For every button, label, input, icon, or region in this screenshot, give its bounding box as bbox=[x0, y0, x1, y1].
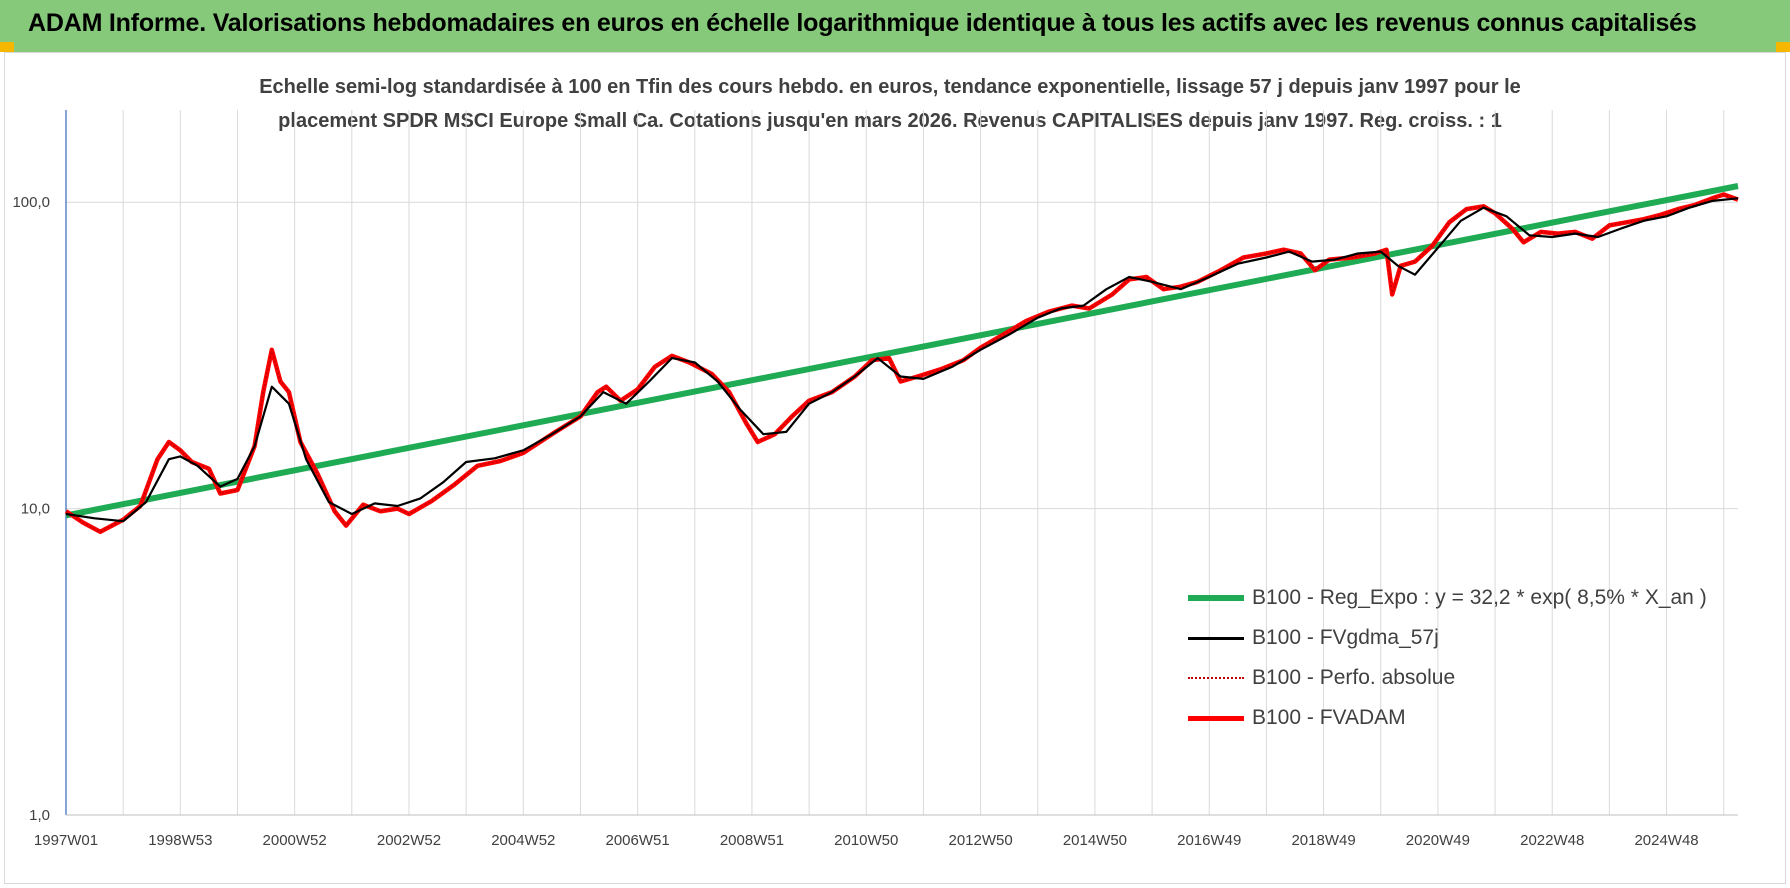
x-tick-label: 2010W50 bbox=[834, 832, 898, 849]
chart-legend: B100 - Reg_Expo : y = 32,2 * exp( 8,5% *… bbox=[1188, 578, 1707, 738]
y-tick-label: 10,0 bbox=[21, 501, 50, 518]
chart-title-line2: placement SPDR MSCI Europe Small Ca. Cot… bbox=[278, 110, 1502, 132]
x-tick-label: 2022W48 bbox=[1520, 832, 1584, 849]
x-tick-label: 2006W51 bbox=[606, 832, 670, 849]
y-tick-label: 100,0 bbox=[12, 194, 50, 211]
legend-label-perfo: B100 - Perfo. absolue bbox=[1252, 666, 1456, 689]
chart-area bbox=[4, 52, 1786, 884]
corner-marker-left bbox=[0, 42, 14, 52]
x-tick-label: 2002W52 bbox=[377, 832, 441, 849]
legend-label-fvgdma: B100 - FVgdma_57j bbox=[1252, 626, 1439, 649]
y-tick-label: 1,0 bbox=[29, 807, 50, 824]
series-line-reg-expo bbox=[65, 183, 1739, 519]
x-tick-label: 2008W51 bbox=[720, 832, 784, 849]
chart-title-line1: Echelle semi-log standardisée à 100 en T… bbox=[259, 76, 1521, 98]
header-bar: ADAM Informe. Valorisations hebdomadaire… bbox=[0, 0, 1790, 52]
x-tick-label: 2012W50 bbox=[948, 832, 1012, 849]
legend-item-reg-expo: B100 - Reg_Expo : y = 32,2 * exp( 8,5% *… bbox=[1188, 578, 1707, 618]
x-tick-label: 2004W52 bbox=[491, 832, 555, 849]
legend-item-perfo: B100 - Perfo. absolue bbox=[1188, 658, 1707, 698]
x-tick-label: 2016W49 bbox=[1177, 832, 1241, 849]
corner-marker-right bbox=[1776, 42, 1790, 52]
x-tick-label: 2014W50 bbox=[1063, 832, 1127, 849]
legend-swatch-perfo bbox=[1188, 677, 1244, 679]
page-title: ADAM Informe. Valorisations hebdomadaire… bbox=[28, 9, 1697, 37]
legend-swatch-reg-expo bbox=[1188, 595, 1244, 601]
x-tick-label: 1997W01 bbox=[34, 832, 98, 849]
x-tick-label: 1998W53 bbox=[148, 832, 212, 849]
legend-label-reg-expo: B100 - Reg_Expo : y = 32,2 * exp( 8,5% *… bbox=[1252, 586, 1707, 609]
legend-swatch-fvgdma bbox=[1188, 636, 1244, 640]
legend-label-fvadam: B100 - FVADAM bbox=[1252, 706, 1406, 729]
x-tick-label: 2000W52 bbox=[263, 832, 327, 849]
series-line-fvgdma bbox=[65, 197, 1739, 523]
legend-item-fvadam: B100 - FVADAM bbox=[1188, 698, 1707, 738]
x-tick-label: 2020W49 bbox=[1406, 832, 1470, 849]
x-tick-label: 2018W49 bbox=[1291, 832, 1355, 849]
legend-item-fvgdma: B100 - FVgdma_57j bbox=[1188, 618, 1707, 658]
legend-swatch-fvadam bbox=[1188, 715, 1244, 721]
x-tick-label: 2024W48 bbox=[1634, 832, 1698, 849]
series-line-perfo bbox=[65, 193, 1739, 533]
